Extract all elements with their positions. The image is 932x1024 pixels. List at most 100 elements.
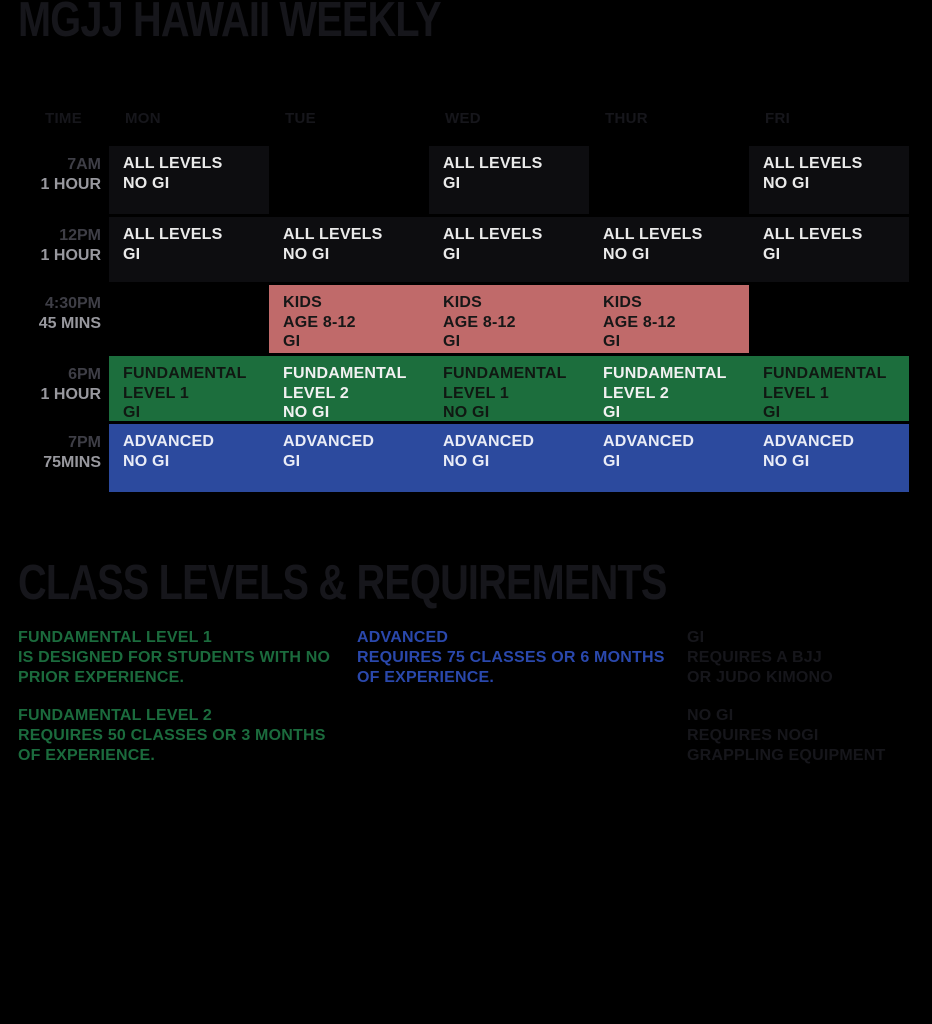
time-slot-7pm: 7PM 75MINS [0,424,109,492]
class-attire: NO GI [603,245,650,263]
requirement-text: REQUIRES 75 CLASSES OR 6 MONTHS [357,649,665,666]
class-name: FUNDAMENTAL [443,365,567,382]
empty-cell-7am-tue [269,146,429,214]
class-level: LEVEL 1 [763,384,830,402]
requirement-block-advanced: ADVANCED REQUIRES 75 CLASSES OR 6 MONTHS… [357,628,665,688]
class-name: FUNDAMENTAL [603,365,727,382]
class-attire: GI [443,333,461,350]
class-attire: NO GI [283,245,330,263]
class-attire: NO GI [443,452,490,470]
class-attire: NO GI [443,404,490,421]
class-level: LEVEL 1 [123,384,190,402]
empty-cell-430pm-mon [109,285,269,353]
class-level: LEVEL 2 [283,384,350,402]
class-cell-6pm-mon: FUNDAMENTAL LEVEL 1 GI [109,356,269,421]
duration-label: 1 HOUR [40,176,101,193]
time-label: 7AM [67,156,101,173]
class-name: ADVANCED [763,433,855,450]
requirements-column-advanced: ADVANCED REQUIRES 75 CLASSES OR 6 MONTHS… [357,628,665,706]
column-header-time: TIME [45,110,83,127]
class-level: LEVEL 2 [603,384,670,402]
class-name: ADVANCED [283,433,375,450]
class-attire: GI [443,174,461,192]
requirement-title: FUNDAMENTAL LEVEL 2 [18,707,213,724]
requirement-text: REQUIRES 50 CLASSES OR 3 MONTHS [18,727,326,744]
class-attire: NO GI [123,452,170,470]
class-name: ALL LEVELS [443,155,543,172]
class-cell-7am-wed: ALL LEVELS GI [429,146,589,214]
class-cell-7am-mon: ALL LEVELS NO GI [109,146,269,214]
requirement-title: FUNDAMENTAL LEVEL 1 [18,629,213,646]
time-slot-430pm: 4:30PM 45 MINS [0,285,109,353]
class-attire: NO GI [763,174,810,192]
class-name: ADVANCED [123,433,215,450]
class-cell-12pm-fri: ALL LEVELS GI [749,217,909,282]
requirement-block-fundamental-2: FUNDAMENTAL LEVEL 2 REQUIRES 50 CLASSES … [18,706,330,766]
requirement-block-gi: GI REQUIRES A BJJ OR JUDO KIMONO [687,628,885,688]
requirement-title: NO GI [687,707,734,724]
time-label: 6PM [68,366,101,383]
column-header-wed: WED [445,110,481,127]
class-cell-430pm-thur: KIDS AGE 8-12 GI [589,285,749,353]
time-label: 4:30PM [44,295,101,312]
requirement-text: REQUIRES NOGI [687,727,819,744]
column-header-tue: TUE [285,110,316,127]
requirement-title: GI [687,629,705,646]
class-name: ALL LEVELS [443,226,543,243]
class-cell-12pm-tue: ALL LEVELS NO GI [269,217,429,282]
empty-cell-430pm-fri [749,285,909,353]
class-age: AGE 8-12 [283,313,356,331]
class-cell-12pm-mon: ALL LEVELS GI [109,217,269,282]
class-attire: GI [283,333,301,350]
class-attire: GI [283,452,301,470]
class-name: FUNDAMENTAL [763,365,887,382]
requirements-column-fundamentals: FUNDAMENTAL LEVEL 1 IS DESIGNED FOR STUD… [18,628,330,784]
duration-label: 75MINS [43,454,101,471]
class-attire: NO GI [283,404,330,421]
class-attire: GI [603,404,621,421]
time-slot-6pm: 6PM 1 HOUR [0,356,109,421]
duration-label: 1 HOUR [40,386,101,403]
class-name: ALL LEVELS [123,155,223,172]
class-attire: GI [763,404,781,421]
requirement-text: OF EXPERIENCE. [18,747,156,764]
requirement-text: IS DESIGNED FOR STUDENTS WITH NO [18,649,331,666]
requirement-title: ADVANCED [357,629,449,646]
requirement-text: REQUIRES A BJJ [687,649,822,666]
class-cell-430pm-tue: KIDS AGE 8-12 GI [269,285,429,353]
class-name: FUNDAMENTAL [283,365,407,382]
class-name: ALL LEVELS [283,226,383,243]
class-cell-7pm-tue: ADVANCED GI [269,424,429,492]
time-slot-7am: 7AM 1 HOUR [0,146,109,214]
time-slot-12pm: 12PM 1 HOUR [0,217,109,282]
empty-cell-7am-thur [589,146,749,214]
class-cell-6pm-wed: FUNDAMENTAL LEVEL 1 NO GI [429,356,589,421]
class-level: LEVEL 1 [443,384,510,402]
class-cell-7pm-fri: ADVANCED NO GI [749,424,909,492]
class-attire: NO GI [763,452,810,470]
class-name: KIDS [283,294,323,311]
class-name: ADVANCED [443,433,535,450]
requirement-block-nogi: NO GI REQUIRES NOGI GRAPPLING EQUIPMENT [687,706,885,766]
class-age: AGE 8-12 [603,313,676,331]
requirement-text: PRIOR EXPERIENCE. [18,669,185,686]
class-attire: GI [123,404,141,421]
time-label: 12PM [59,227,101,244]
class-attire: GI [443,245,461,263]
class-cell-7pm-mon: ADVANCED NO GI [109,424,269,492]
section-heading-requirements: CLASS LEVELS & REQUIREMENTS [18,556,667,610]
class-cell-7am-fri: ALL LEVELS NO GI [749,146,909,214]
class-cell-12pm-thur: ALL LEVELS NO GI [589,217,749,282]
class-name: ALL LEVELS [603,226,703,243]
column-header-fri: FRI [765,110,791,127]
class-cell-6pm-tue: FUNDAMENTAL LEVEL 2 NO GI [269,356,429,421]
class-name: ALL LEVELS [763,226,863,243]
column-header-mon: MON [125,110,161,127]
requirement-block-fundamental-1: FUNDAMENTAL LEVEL 1 IS DESIGNED FOR STUD… [18,628,330,688]
class-attire: GI [603,452,621,470]
requirement-text: GRAPPLING EQUIPMENT [687,747,886,764]
class-name: ADVANCED [603,433,695,450]
class-name: KIDS [603,294,643,311]
class-cell-6pm-thur: FUNDAMENTAL LEVEL 2 GI [589,356,749,421]
